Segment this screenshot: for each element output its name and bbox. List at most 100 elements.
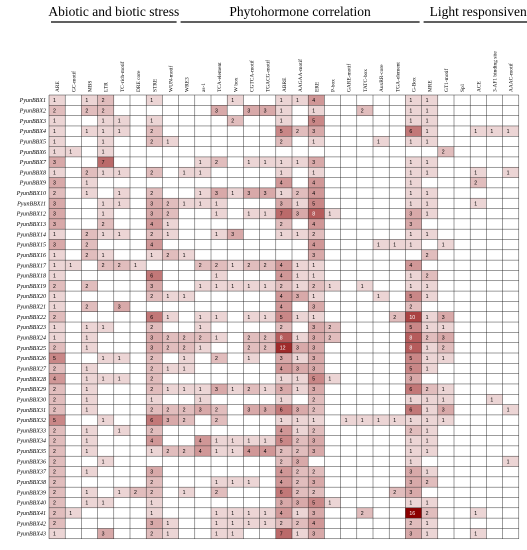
heatmap-cell bbox=[405, 383, 422, 395]
heatmap-cell bbox=[65, 156, 82, 168]
heatmap-cell bbox=[162, 156, 179, 168]
heatmap-cell bbox=[97, 270, 114, 281]
heatmap-cell bbox=[243, 260, 260, 271]
heatmap-cell bbox=[243, 476, 260, 488]
heatmap-cell bbox=[470, 311, 487, 323]
cell-value: 2 bbox=[85, 108, 88, 114]
heatmap-cell bbox=[130, 125, 147, 137]
heatmap-cell bbox=[486, 115, 503, 126]
heatmap-cell bbox=[356, 518, 373, 529]
heatmap-cell bbox=[49, 322, 66, 333]
heatmap-cell bbox=[324, 260, 341, 271]
heatmap-cell bbox=[178, 301, 195, 312]
heatmap-cell bbox=[275, 373, 292, 384]
cell-value: 1 bbox=[85, 191, 88, 197]
heatmap-cell bbox=[421, 353, 438, 364]
row-label: PyunBBX41 bbox=[16, 510, 46, 517]
cell-value: 2 bbox=[53, 439, 56, 445]
row-label: PyunBBX11 bbox=[16, 201, 46, 207]
cell-value: 2 bbox=[426, 387, 429, 393]
heatmap-cell bbox=[292, 218, 309, 230]
heatmap-cell bbox=[130, 342, 147, 353]
heatmap-cell bbox=[454, 353, 471, 364]
column-label: ERE bbox=[314, 81, 320, 92]
heatmap-cell bbox=[502, 146, 519, 157]
cell-value: 1 bbox=[296, 335, 299, 341]
heatmap-cell bbox=[356, 373, 373, 384]
heatmap-cell bbox=[194, 528, 211, 539]
heatmap-cell bbox=[389, 445, 406, 457]
heatmap-cell bbox=[113, 404, 130, 415]
cell-value: 1 bbox=[53, 119, 56, 125]
heatmap-cell bbox=[421, 311, 438, 323]
heatmap-cell bbox=[65, 270, 82, 281]
heatmap-cell bbox=[81, 218, 98, 230]
heatmap-cell bbox=[211, 291, 228, 302]
heatmap-cell bbox=[405, 487, 422, 498]
heatmap-cell bbox=[389, 353, 406, 364]
heatmap-cell bbox=[324, 218, 341, 230]
row-label: PyunBBX38 bbox=[16, 480, 46, 486]
heatmap-cell bbox=[421, 136, 438, 147]
heatmap-cell bbox=[113, 249, 130, 261]
heatmap-cell bbox=[373, 456, 390, 467]
heatmap-cell bbox=[437, 332, 454, 343]
heatmap-cell bbox=[97, 497, 114, 508]
heatmap-cell bbox=[81, 487, 98, 498]
cell-value: 1 bbox=[409, 119, 412, 125]
heatmap-cell bbox=[389, 342, 406, 353]
heatmap-cell bbox=[162, 466, 179, 477]
heatmap-cell bbox=[373, 425, 390, 436]
heatmap-cell bbox=[486, 187, 503, 199]
group-title-2: Light responsiveness bbox=[430, 4, 527, 19]
heatmap-cell bbox=[340, 507, 357, 519]
cell-value: 2 bbox=[264, 335, 267, 341]
heatmap-cell bbox=[146, 125, 163, 137]
heatmap-cell bbox=[97, 311, 114, 323]
heatmap-cell bbox=[65, 404, 82, 415]
cell-value: 4 bbox=[280, 480, 283, 486]
heatmap-cell bbox=[373, 383, 390, 395]
heatmap-cell bbox=[97, 507, 114, 519]
heatmap-cell bbox=[356, 342, 373, 353]
heatmap-cell bbox=[97, 394, 114, 405]
heatmap-cell bbox=[49, 332, 66, 343]
heatmap-cell bbox=[49, 125, 66, 137]
cell-value: 2 bbox=[409, 304, 412, 310]
cell-value: 1 bbox=[426, 119, 429, 125]
heatmap-cell bbox=[211, 208, 228, 219]
heatmap-cell bbox=[178, 280, 195, 292]
heatmap-cell bbox=[81, 260, 98, 271]
heatmap-cell bbox=[81, 466, 98, 477]
row-label: PyunBBX16 bbox=[16, 253, 46, 259]
heatmap-cell bbox=[243, 466, 260, 477]
heatmap-cell bbox=[259, 414, 276, 426]
column-label: WUN-motif bbox=[168, 65, 175, 92]
row-label: PyunBBX43 bbox=[16, 531, 46, 538]
heatmap-cell bbox=[405, 280, 422, 292]
heatmap-cell bbox=[437, 167, 454, 178]
heatmap-cell bbox=[340, 136, 357, 147]
heatmap-cell bbox=[113, 208, 130, 219]
cell-value: 2 bbox=[85, 243, 88, 249]
cell-value: 3 bbox=[409, 480, 412, 486]
heatmap-cell bbox=[292, 342, 309, 353]
heatmap-cell bbox=[130, 394, 147, 405]
heatmap-cell bbox=[97, 301, 114, 312]
cell-value: 8 bbox=[312, 212, 315, 218]
cell-value: 3 bbox=[442, 315, 445, 321]
heatmap-cell bbox=[49, 249, 66, 261]
cell-value: 6 bbox=[409, 408, 412, 414]
row-label: PyunBBX26 bbox=[16, 356, 46, 362]
heatmap-cell bbox=[373, 146, 390, 157]
heatmap-cell bbox=[373, 125, 390, 137]
heatmap-cell bbox=[308, 445, 325, 457]
column-label: W box bbox=[233, 77, 239, 92]
heatmap-cell bbox=[65, 435, 82, 446]
cell-value: 3 bbox=[247, 191, 250, 197]
cell-value: 1 bbox=[264, 315, 267, 321]
cell-value: 3 bbox=[312, 129, 315, 135]
cell-value: 1 bbox=[312, 315, 315, 321]
heatmap-cell bbox=[81, 363, 98, 374]
heatmap-cell bbox=[194, 322, 211, 333]
